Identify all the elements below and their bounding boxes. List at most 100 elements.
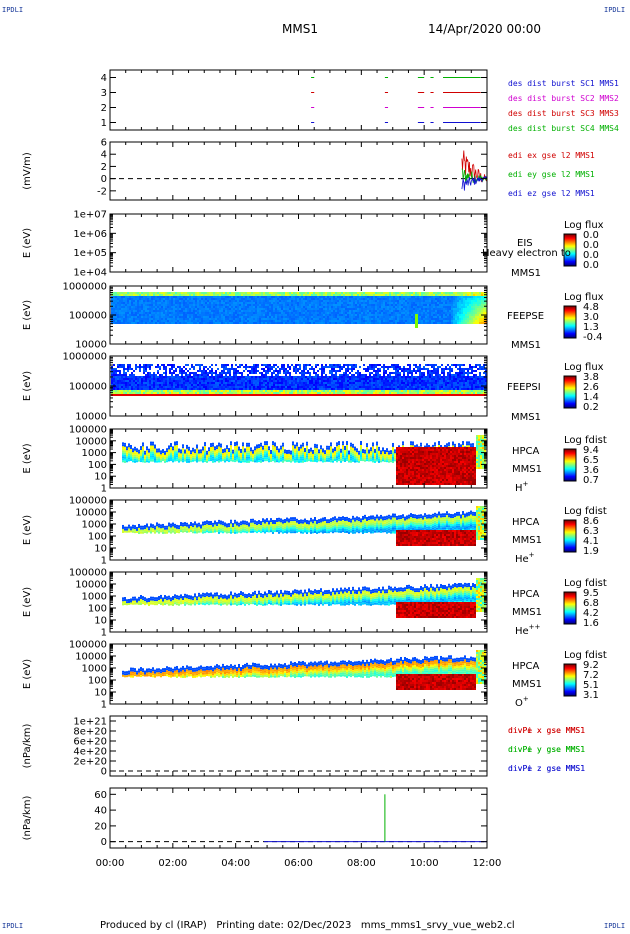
panel-4-pixel <box>125 394 127 396</box>
panel-4-pixel <box>311 382 313 384</box>
panel-4-pixel <box>175 384 177 386</box>
panel-3-pixel <box>343 320 345 322</box>
panel-3-pixel <box>311 312 313 314</box>
panel-4-pixel <box>145 376 147 378</box>
panel-4-pixel <box>305 376 307 378</box>
panel-3-pixel <box>327 322 329 324</box>
panel-4-pixel <box>187 364 189 366</box>
panel-4-pixel <box>289 368 291 370</box>
panel-3-pixel <box>179 314 181 316</box>
panel-3-pixel <box>469 318 471 320</box>
panel-3-pixel <box>261 292 263 294</box>
panel-3-pixel <box>291 304 293 306</box>
panel-4-pixel <box>213 380 215 382</box>
panel-4-pixel <box>243 378 245 380</box>
panel-3-pixel <box>207 306 209 308</box>
panel-3-pixel <box>129 306 131 308</box>
panel-4-pixel <box>319 386 321 388</box>
panel-3-pixel <box>391 296 393 298</box>
panel-3-pixel <box>409 316 411 318</box>
panel-3-pixel <box>323 314 325 316</box>
panel-3-pixel <box>267 312 269 314</box>
panel-4-pixel <box>245 382 247 384</box>
panel-3-pixel <box>461 320 463 322</box>
panel-3-pixel <box>133 316 135 318</box>
panel-4-pixel <box>203 376 205 378</box>
panel-4-pixel <box>259 372 261 374</box>
panel-3-pixel <box>419 318 421 320</box>
panel-3-pixel <box>335 322 337 324</box>
panel-4-pixel <box>129 384 131 386</box>
panel-3-pixel <box>161 314 163 316</box>
panel-3-pixel <box>459 316 461 318</box>
panel-3-pixel <box>155 306 157 308</box>
panel-3-pixel <box>221 306 223 308</box>
panel-3-pixel <box>373 298 375 300</box>
panel-3-pixel <box>267 306 269 308</box>
panel-3-pixel <box>329 316 331 318</box>
panel-3-pixel <box>253 306 255 308</box>
panel-3-pixel <box>133 320 135 322</box>
panel-3-pixel <box>275 306 277 308</box>
panel-3-pixel <box>127 298 129 300</box>
panel-4-pixel <box>197 378 199 380</box>
panel-2-label-spacecraft: MMS1 <box>511 268 541 279</box>
panel-3-pixel <box>391 306 393 308</box>
panel-3-pixel <box>393 316 395 318</box>
panel-3-pixel <box>447 312 449 314</box>
panel-4-pixel <box>245 388 247 390</box>
panel-4-pixel <box>143 390 145 392</box>
panel-4-pixel <box>197 388 199 390</box>
panel-4-pixel <box>275 376 277 378</box>
panel-3-pixel <box>157 296 159 298</box>
panel-3-pixel <box>223 304 225 306</box>
panel-3-pixel <box>299 306 301 308</box>
panel-3-pixel <box>293 294 295 296</box>
panel-4-pixel <box>171 386 173 388</box>
panel-4-pixel <box>127 386 129 388</box>
panel-3-pixel <box>431 296 433 298</box>
panel-4-pixel <box>255 368 257 370</box>
panel-4-pixel <box>311 380 313 382</box>
panel-3-pixel <box>305 310 307 312</box>
panel-3-pixel <box>475 300 477 302</box>
panel-4-pixel <box>303 386 305 388</box>
panel-4-pixel <box>291 380 293 382</box>
panel-3-pixel <box>277 316 279 318</box>
panel-4-pixel <box>139 370 141 372</box>
panel-4-pixel <box>237 366 239 368</box>
panel-3-pixel <box>313 320 315 322</box>
panel-3-pixel <box>477 298 479 300</box>
panel-4-pixel <box>257 378 259 380</box>
panel-4-pixel <box>193 390 195 392</box>
panel-4-pixel <box>201 372 203 374</box>
panel-3-pixel <box>427 322 429 324</box>
panel-4-pixel <box>277 384 279 386</box>
panel-3-colorbar-cell <box>564 319 576 321</box>
panel-3-pixel <box>423 316 425 318</box>
panel-3-pixel <box>395 304 397 306</box>
panel-4-pixel <box>157 372 159 374</box>
panel-4-pixel <box>167 388 169 390</box>
panel-3-pixel <box>167 302 169 304</box>
panel-3-pixel <box>349 300 351 302</box>
panel-3-pixel <box>409 314 411 316</box>
panel-3-pixel <box>223 306 225 308</box>
panel-4-pixel <box>253 388 255 390</box>
panel-4-pixel <box>157 380 159 382</box>
panel-3-pixel <box>163 310 165 312</box>
panel-3-pixel <box>175 294 177 296</box>
panel-4-pixel <box>165 368 167 370</box>
panel-3-pixel <box>441 310 443 312</box>
panel-3-pixel <box>343 296 345 298</box>
panel-3-pixel <box>117 300 119 302</box>
panel-4-pixel <box>247 378 249 380</box>
panel-3-pixel <box>179 302 181 304</box>
panel-4-pixel <box>121 380 123 382</box>
panel-3-pixel <box>439 302 441 304</box>
panel-3-pixel <box>311 316 313 318</box>
panel-4-pixel <box>151 388 153 390</box>
panel-3-pixel <box>431 292 433 294</box>
panel-4-pixel <box>261 386 263 388</box>
panel-4-pixel <box>161 394 163 396</box>
